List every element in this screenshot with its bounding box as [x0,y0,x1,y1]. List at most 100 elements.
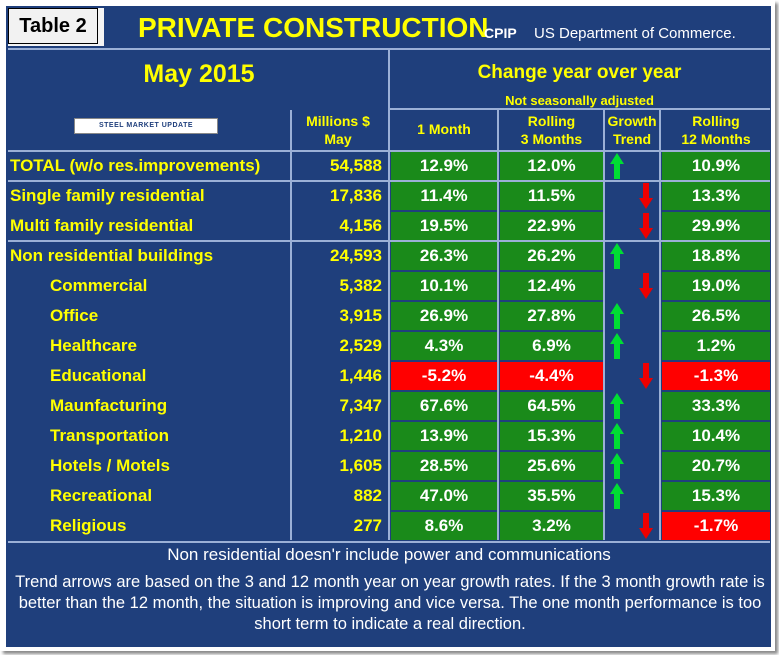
rolling-12-month-cell: 19.0% [662,272,770,300]
arrow-up-icon [610,393,624,419]
trend-cell [606,152,659,180]
steel-market-update-logo: STEEL MARKET UPDATE [74,118,218,134]
trend-cell [606,272,659,300]
trend-cell [606,332,659,360]
page-title: PRIVATE CONSTRUCTION [138,12,489,43]
trend-cell [606,392,659,420]
arrow-up-icon [610,303,624,329]
nsa-label: Not seasonally adjusted [505,93,654,108]
col-trend-line1: Growth [607,113,657,129]
col-1month: 1 Month [417,121,471,137]
col-millions-line2: May [324,131,352,147]
one-month-cell: 8.6% [391,512,497,540]
arrow-down-icon [639,363,653,389]
col-rolling3-line1: Rolling [527,113,576,129]
grid-line [659,110,661,540]
rolling-3-month-cell: 35.5% [500,482,603,510]
trend-cell [606,242,659,270]
one-month-cell: 13.9% [391,422,497,450]
arrow-up-icon [610,453,624,479]
col-rolling12: Rolling 12 Months [662,112,770,148]
grid-line [390,108,770,110]
arrow-up-shape [610,303,624,329]
row-label: Office [50,306,99,325]
grid-line [8,48,770,50]
arrow-up-icon [610,333,624,359]
arrow-up-icon [610,243,624,269]
row-label: Commercial [50,276,148,295]
row-label: Recreational [50,486,153,505]
trend-cell [606,482,659,510]
grid-line [290,110,292,540]
rolling-12-month-cell: 10.4% [662,422,770,450]
trend-cell [606,452,659,480]
arrow-down-icon [639,513,653,539]
row-value: 1,210 [339,426,382,445]
row-label: TOTAL (w/o res.improvements) [10,156,261,175]
note-line-1: Non residential doesn'r include power an… [167,545,611,564]
rolling-12-month-cell: -1.3% [662,362,770,390]
rolling-12-month-cell: 13.3% [662,182,770,210]
one-month-cell: 26.3% [391,242,497,270]
arrow-down-shape [639,213,653,239]
source-label: US Department of Commerce. [534,25,736,42]
period-label: May 2015 [143,60,255,88]
table-row: Educational 1,446 -5.2% -4.4% -1.3% [8,362,770,390]
rolling-12-month-cell: -1.7% [662,512,770,540]
change-header: Change year over year [477,62,682,83]
row-label: Transportation [50,426,170,445]
row-value: 4,156 [339,216,382,235]
rolling-3-month-cell: 12.4% [500,272,603,300]
grid-line [8,180,770,182]
rolling-3-month-cell: 6.9% [500,332,603,360]
one-month-cell: 28.5% [391,452,497,480]
arrow-down-shape [639,183,653,209]
row-label: Educational [50,366,147,385]
table-row: Maunfacturing 7,347 67.6% 64.5% 33.3% [8,392,770,420]
arrow-up-shape [610,153,624,179]
arrow-up-shape [610,393,624,419]
arrow-down-icon [639,213,653,239]
col-rolling12-line2: 12 Months [681,131,751,147]
row-label: Healthcare [50,336,137,355]
one-month-cell: 10.1% [391,272,497,300]
row-label: Non residential buildings [10,246,214,265]
rolling-3-month-cell: 3.2% [500,512,603,540]
row-label: Religious [50,516,127,535]
row-value: 882 [353,486,382,505]
arrow-up-shape [610,423,624,449]
grid-line [8,240,770,242]
trend-cell [606,512,659,540]
col-rolling12-line1: Rolling [692,113,740,129]
row-label: Hotels / Motels [50,456,170,475]
trend-cell [606,362,659,390]
col-trend-line2: Trend [612,131,652,147]
row-value: 1,446 [339,366,382,385]
trend-cell [606,302,659,330]
col-millions-line1: Millions $ [306,113,370,129]
arrow-up-shape [610,243,624,269]
col-trend: Growth Trend [604,112,660,148]
table-label: Table 2 [8,8,98,44]
arrow-up-icon [610,483,624,509]
rolling-3-month-cell: 27.8% [500,302,603,330]
rolling-3-month-cell: 26.2% [500,242,603,270]
arrow-up-shape [610,483,624,509]
one-month-cell: 47.0% [391,482,497,510]
grid-line [603,110,605,540]
grid-line [8,541,770,543]
table-row: Commercial 5,382 10.1% 12.4% 19.0% [8,272,770,300]
row-label: Maunfacturing [50,396,168,415]
note-line-2: Trend arrows are based on the 3 and 12 m… [15,573,765,633]
grid-line [8,150,770,152]
row-value: 7,347 [339,396,382,415]
table-row: Healthcare 2,529 4.3% 6.9% 1.2% [8,332,770,360]
rolling-12-month-cell: 26.5% [662,302,770,330]
rolling-12-month-cell: 20.7% [662,452,770,480]
rolling-12-month-cell: 29.9% [662,212,770,240]
col-rolling3: Rolling 3 Months [500,112,603,148]
col-rolling3-line2: 3 Months [520,131,583,147]
arrow-up-shape [610,453,624,479]
arrow-down-icon [639,183,653,209]
row-value: 3,915 [339,306,382,325]
